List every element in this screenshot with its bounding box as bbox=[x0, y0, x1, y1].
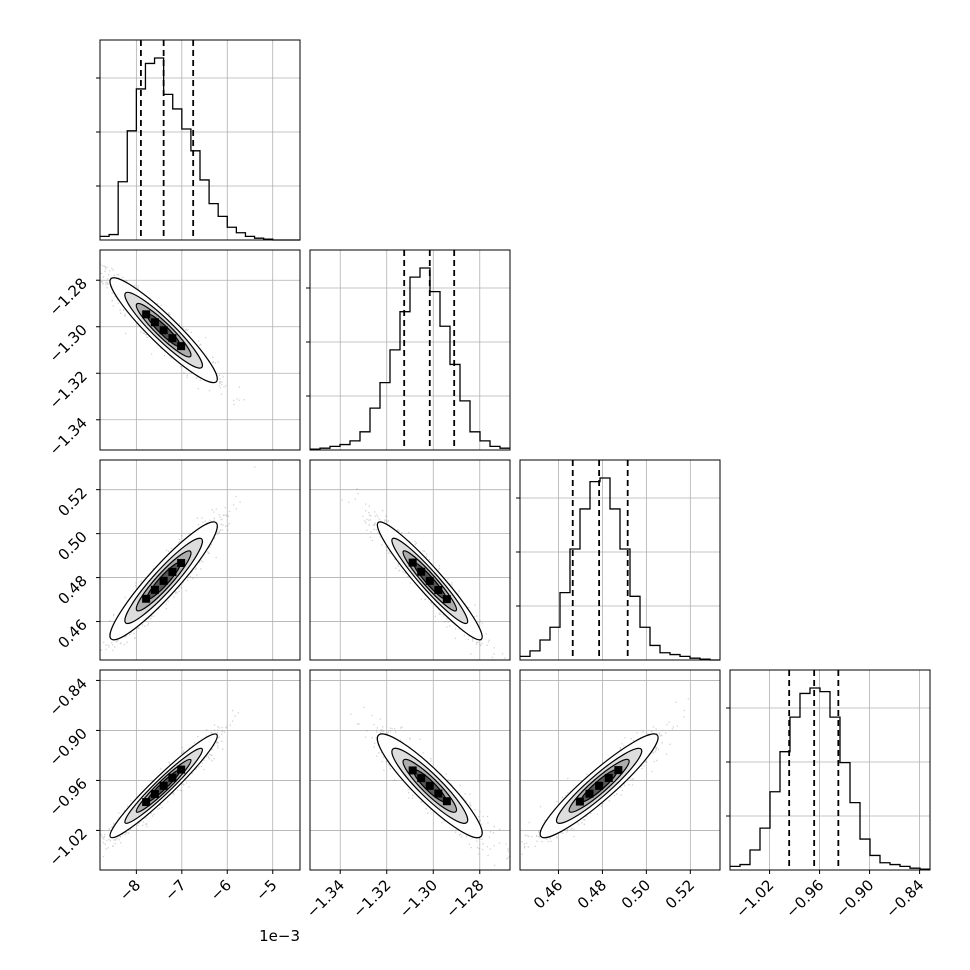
density-peak-0-2-3 bbox=[168, 567, 177, 576]
density-peak-0-1-4 bbox=[177, 342, 186, 351]
density-peak-0-1-3 bbox=[168, 334, 177, 343]
x-tick-label-3-2: −0.90 bbox=[832, 876, 877, 921]
x-tick-label-0-2: −6 bbox=[207, 876, 235, 904]
density-peak-1-2-2 bbox=[425, 576, 434, 585]
y-tick-label-1-3: −1.28 bbox=[46, 274, 91, 319]
density-peak-2-3-0 bbox=[575, 797, 584, 806]
density-frame-2-3 bbox=[519, 669, 721, 871]
x-scale-offset-label: 1e−3 bbox=[259, 927, 300, 945]
histogram-1-frame bbox=[309, 249, 511, 451]
x-tick-label-2-0: 0.46 bbox=[530, 876, 566, 912]
histogram-panel-1 bbox=[306, 249, 511, 451]
x-tick-label-2-3: 0.52 bbox=[662, 876, 698, 912]
density-peak-2-3-4 bbox=[614, 766, 623, 775]
density-panel-0-3 bbox=[99, 669, 301, 871]
density-peak-0-3-1 bbox=[150, 789, 159, 798]
density-peak-1-2-4 bbox=[442, 595, 451, 604]
y-tick-label-1-1: −1.32 bbox=[46, 367, 91, 412]
density-peak-1-3-1 bbox=[417, 774, 426, 783]
histogram-panel-0 bbox=[96, 39, 301, 241]
density-peak-0-1-1 bbox=[150, 318, 159, 327]
x-tick-label-0-3: −5 bbox=[252, 876, 280, 904]
density-peak-1-3-0 bbox=[408, 766, 417, 775]
density-frame-0-2 bbox=[99, 459, 301, 661]
density-peak-0-2-2 bbox=[159, 576, 168, 585]
density-peak-0-3-3 bbox=[168, 773, 177, 782]
density-peak-0-3-0 bbox=[142, 798, 151, 807]
density-peak-1-2-0 bbox=[408, 558, 417, 567]
x-tick-label-1-0: −1.34 bbox=[303, 876, 348, 921]
histogram-panel-3 bbox=[726, 669, 931, 871]
density-panel-0-1 bbox=[99, 249, 301, 451]
histogram-0-bars bbox=[100, 57, 300, 241]
density-peak-0-3-2 bbox=[159, 781, 168, 790]
histogram-2-bars bbox=[520, 477, 720, 661]
density-panel-0-2 bbox=[99, 459, 301, 661]
histogram-2-frame bbox=[519, 459, 721, 661]
x-tick-label-0-1: −7 bbox=[161, 876, 189, 904]
x-tick-label-3-0: −1.02 bbox=[732, 876, 777, 921]
density-peak-0-2-1 bbox=[150, 585, 159, 594]
y-tick-label-3-1: −0.96 bbox=[46, 775, 91, 820]
y-tick-label-2-3: 0.52 bbox=[54, 484, 90, 520]
y-tick-label-1-2: −1.30 bbox=[46, 321, 91, 366]
density-frame-0-1 bbox=[99, 249, 301, 451]
density-peak-1-3-2 bbox=[425, 781, 434, 790]
histogram-3-bars bbox=[730, 687, 930, 870]
density-peak-2-3-3 bbox=[604, 773, 613, 782]
density-panel-1-3 bbox=[309, 669, 511, 871]
y-tick-label-2-2: 0.50 bbox=[54, 528, 90, 564]
x-tick-label-1-3: −1.28 bbox=[442, 876, 487, 921]
density-peak-0-2-4 bbox=[177, 558, 186, 567]
y-tick-label-3-3: −0.84 bbox=[46, 675, 91, 720]
histogram-panel-2 bbox=[516, 459, 721, 661]
density-peak-0-3-4 bbox=[177, 765, 186, 774]
x-tick-label-3-3: −0.84 bbox=[882, 876, 927, 921]
density-peak-1-2-3 bbox=[434, 586, 443, 595]
x-tick-label-2-1: 0.48 bbox=[574, 876, 610, 912]
density-frame-0-3 bbox=[99, 669, 301, 871]
density-frame-1-3 bbox=[309, 669, 511, 871]
density-peak-1-3-4 bbox=[442, 797, 451, 806]
density-peak-0-1-0 bbox=[142, 310, 151, 319]
x-tick-label-1-1: −1.32 bbox=[349, 876, 394, 921]
y-tick-label-2-0: 0.46 bbox=[54, 616, 90, 652]
y-tick-label-3-2: −0.90 bbox=[46, 725, 91, 770]
density-peak-1-2-1 bbox=[417, 567, 426, 576]
x-tick-label-1-2: −1.30 bbox=[396, 876, 441, 921]
histogram-3-frame bbox=[729, 669, 931, 871]
histogram-0-frame bbox=[99, 39, 301, 241]
x-tick-label-0-0: −8 bbox=[116, 876, 144, 904]
histogram-1-bars bbox=[310, 267, 510, 450]
density-panel-1-2 bbox=[309, 459, 511, 661]
density-peak-0-1-2 bbox=[159, 326, 168, 335]
y-tick-label-3-0: −1.02 bbox=[46, 825, 91, 870]
density-peak-0-2-0 bbox=[142, 594, 151, 603]
y-tick-label-1-0: −1.34 bbox=[46, 414, 91, 459]
density-peak-1-3-3 bbox=[434, 789, 443, 798]
x-tick-label-3-1: −0.96 bbox=[782, 876, 827, 921]
density-peak-2-3-2 bbox=[595, 781, 604, 790]
x-tick-label-2-2: 0.50 bbox=[618, 876, 654, 912]
y-tick-label-2-1: 0.48 bbox=[54, 572, 90, 608]
density-frame-1-2 bbox=[309, 459, 511, 661]
density-panel-2-3 bbox=[519, 669, 721, 871]
density-peak-2-3-1 bbox=[585, 789, 594, 798]
